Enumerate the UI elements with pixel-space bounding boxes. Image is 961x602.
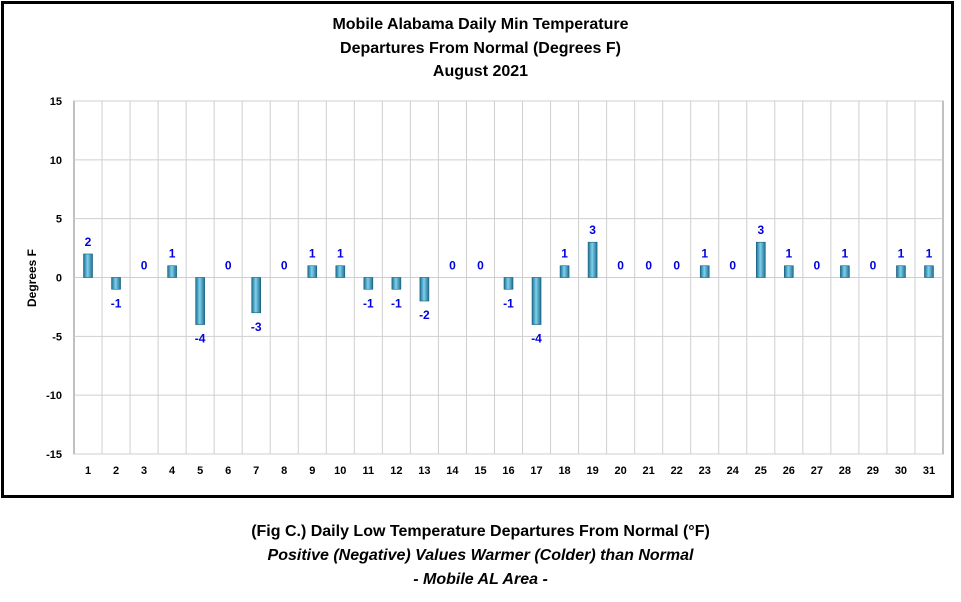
x-tick-label: 19 [586,465,598,477]
x-tick-label: 7 [253,465,259,477]
x-tick-label: 28 [839,465,851,477]
data-label-day-10: 1 [337,247,344,261]
x-tick-label: 8 [281,465,287,477]
bar-day-1 [83,253,93,278]
x-tick-label: 13 [418,465,430,477]
bar-day-7 [251,277,262,314]
data-label-day-24: 0 [729,259,736,273]
data-label-day-8: 0 [281,259,288,273]
data-label-day-13: -2 [419,308,430,322]
bar-day-11 [363,277,374,290]
y-axis-label: Degrees F [25,249,39,307]
data-label-day-12: -1 [391,296,402,310]
x-tick-label: 16 [502,465,514,477]
data-label-day-11: -1 [363,296,374,310]
bar-day-19 [587,241,598,278]
data-label-day-18: 1 [561,247,568,261]
x-tick-label: 25 [755,465,767,477]
x-tick-label: 17 [530,465,542,477]
x-tick-label: 31 [923,465,935,477]
data-label-day-2: -1 [111,296,122,310]
data-label-day-31: 1 [926,247,933,261]
data-label-day-1: 2 [85,235,92,249]
figure-caption-line-2: Positive (Negative) Values Warmer (Colde… [267,547,694,564]
x-tick-label: 14 [446,465,459,477]
x-tick-label: 3 [141,465,147,477]
y-tick-label: 0 [56,273,62,285]
y-tick-label: 10 [50,155,62,167]
data-label-day-26: 1 [785,247,792,261]
bar-day-13 [419,277,430,302]
x-tick-label: 6 [225,465,231,477]
data-label-day-15: 0 [477,259,484,273]
bar-day-17 [531,277,542,325]
data-label-day-5: -4 [195,332,206,346]
x-tick-label: 22 [671,465,683,477]
y-tick-label: -5 [52,331,62,343]
x-tick-label: 11 [363,465,375,477]
data-label-day-30: 1 [898,247,905,261]
bar-day-16 [503,277,514,290]
x-tick-label: 30 [895,465,907,477]
y-tick-label: -15 [46,449,62,461]
x-tick-label: 26 [783,465,795,477]
data-label-day-21: 0 [645,259,652,273]
data-label-day-4: 1 [169,247,176,261]
data-label-day-29: 0 [870,259,877,273]
data-label-day-6: 0 [225,259,232,273]
data-label-day-7: -3 [251,320,262,334]
figure-caption-line-3: - Mobile AL Area - [413,571,548,588]
bar-day-2 [111,277,121,290]
x-tick-label: 24 [727,465,740,477]
data-label-day-27: 0 [814,259,821,273]
x-tick-label: 21 [643,465,655,477]
data-label-day-22: 0 [673,259,680,273]
bar-day-26 [784,265,794,278]
data-label-day-14: 0 [449,259,456,273]
bar-day-5 [195,277,205,325]
x-tick-label: 29 [867,465,879,477]
x-tick-label: 12 [390,465,402,477]
figure-caption-line-1: (Fig C.) Daily Low Temperature Departure… [251,523,710,540]
bar-day-31 [924,265,934,278]
x-tick-label: 27 [811,465,823,477]
data-label-day-25: 3 [757,223,764,237]
bar-day-12 [391,277,402,290]
bar-day-4 [167,265,177,278]
bar-day-10 [335,265,346,278]
x-tick-label: 4 [169,465,176,477]
data-label-day-20: 0 [617,259,624,273]
chart-title-line-2: Departures From Normal (Degrees F) [340,40,621,57]
data-label-day-17: -4 [531,332,542,346]
x-tick-label: 2 [113,465,119,477]
x-tick-label: 20 [615,465,627,477]
chart-title-line-3: August 2021 [432,63,529,80]
y-tick-label: -10 [46,390,62,402]
y-tick-label: 5 [56,214,62,226]
data-label-day-3: 0 [141,259,148,273]
x-tick-label: 23 [699,465,711,477]
x-tick-label: 1 [85,465,91,477]
bar-day-25 [755,241,766,278]
chart-title-line-1: Mobile Alabama Daily Min Temperature [332,16,629,33]
data-label-day-16: -1 [503,296,514,310]
x-tick-label: 15 [474,465,486,477]
bar-day-18 [559,265,570,278]
bar-day-9 [307,265,318,278]
x-tick-label: 10 [334,465,346,477]
data-label-day-9: 1 [309,247,316,261]
x-tick-label: 5 [197,465,203,477]
y-tick-label: 15 [50,96,62,108]
bar-day-28 [840,265,850,278]
data-label-day-23: 1 [701,247,708,261]
data-label-day-28: 1 [842,247,849,261]
bar-day-30 [896,265,906,278]
bar-day-23 [699,265,710,278]
x-tick-label: 18 [558,465,570,477]
data-label-day-19: 3 [589,223,596,237]
x-tick-label: 9 [309,465,315,477]
